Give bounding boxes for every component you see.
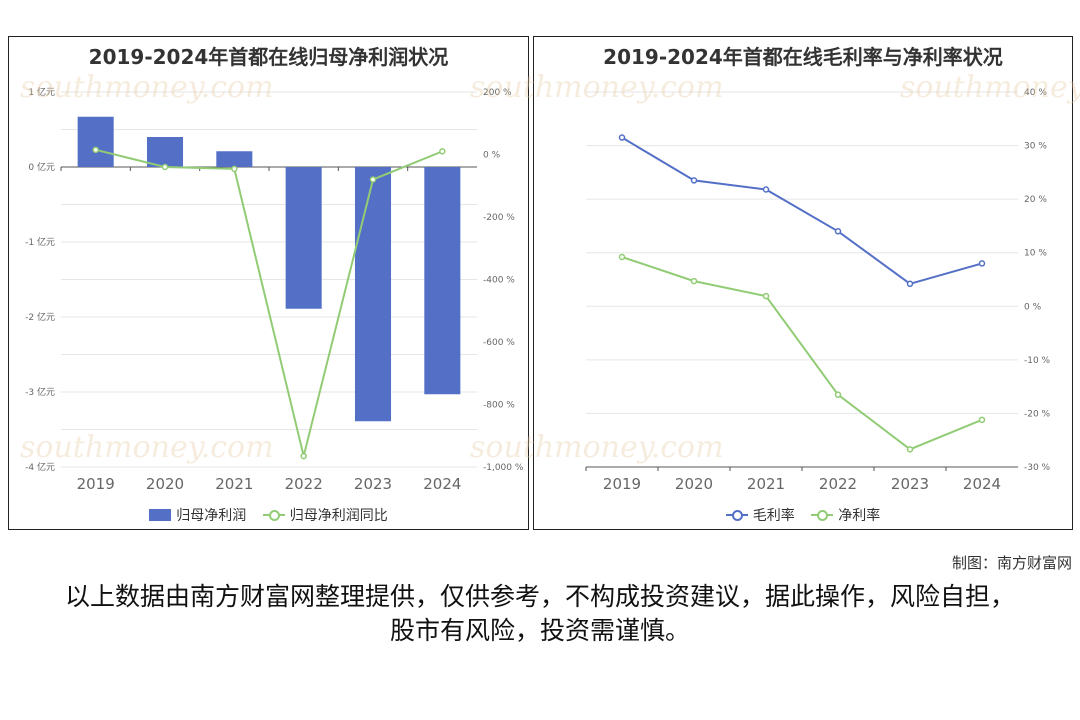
line-net-margin-point	[690, 277, 698, 285]
line-swatch-icon	[262, 509, 285, 521]
margin-chart: 40 % 30 % 20 % 10 % 0 % -10 % -20 % -30 % 2019 20…	[585, 88, 1051, 493]
y-left-tick-label: -3 亿元	[25, 386, 55, 398]
y-right-tick-label: 20 %	[1024, 195, 1047, 205]
chart-credit: 制图：南方财富网	[951, 554, 1072, 572]
legend-label: 净利率	[838, 508, 881, 524]
line-gross-margin-point	[978, 260, 986, 267]
y-right-tick-label: -1,000 %	[483, 463, 524, 473]
bar-swatch-icon	[149, 509, 172, 521]
chart-panel-net-profit: 2019-2024年首都在线归母净利润状况 1 亿元 0 亿元 -1 亿元 -2 亿元…	[8, 36, 529, 530]
point-yoy	[92, 146, 99, 154]
y-right-tick-label: 40 %	[1024, 88, 1047, 98]
x-tick-label: 2019	[77, 475, 115, 493]
chart-legend: 归母净利润 归母净利润同比	[9, 505, 528, 525]
y-left-tick-label: -4 亿元	[25, 461, 55, 473]
line-net-margin	[621, 256, 983, 451]
line-net-margin-point	[762, 292, 770, 300]
line-gross-margin-point	[906, 280, 914, 288]
y-right-tick-label: -10 %	[1024, 356, 1051, 366]
bar-net-profit	[424, 167, 461, 395]
y-left-tick-label: 1 亿元	[28, 86, 55, 98]
legend-item-net-margin[interactable]: 净利率	[811, 505, 880, 525]
y-right-tick-label: -20 %	[1024, 409, 1051, 419]
line-swatch-icon	[725, 509, 748, 521]
x-tick-label: 2020	[675, 475, 713, 493]
line-net-margin-point	[906, 446, 914, 453]
bar-net-profit	[354, 167, 392, 422]
disclaimer-text: 以上数据由南方财富网整理提供，仅供参考，不构成投资建议，据此操作，风险自担，股市…	[64, 582, 1015, 645]
x-tick-label: 2022	[285, 475, 323, 493]
bar-net-profit	[216, 151, 253, 167]
line-gross-margin	[621, 136, 983, 285]
point-yoy	[300, 452, 307, 460]
y-right-tick-label: -200 %	[483, 213, 515, 223]
x-tick-label: 2021	[747, 475, 785, 493]
y-left-tick-label: -2 亿元	[25, 311, 55, 323]
y-right-tick-label: -600 %	[483, 338, 515, 348]
x-tick-label: 2021	[215, 475, 253, 493]
y-right-tick-label: 30 %	[1024, 142, 1047, 152]
y-right-tick-label: -30 %	[1024, 463, 1051, 473]
legend-label: 归母净利润同比	[289, 508, 388, 524]
x-tick-label: 2023	[891, 475, 929, 493]
point-yoy	[161, 163, 169, 171]
legend-item-yoy[interactable]: 归母净利润同比	[262, 505, 388, 525]
x-tick-label: 2024	[963, 475, 1001, 493]
point-yoy	[231, 165, 238, 173]
line-gross-margin-point	[618, 134, 626, 141]
y-left-tick-label: -1 亿元	[25, 236, 55, 248]
line-net-margin-point	[618, 253, 626, 261]
y-right-tick-label: 200 %	[483, 88, 512, 98]
legend-label: 归母净利润	[176, 508, 247, 524]
bar-net-profit	[77, 116, 114, 167]
x-tick-label: 2020	[146, 475, 184, 493]
legend-label: 毛利率	[752, 508, 795, 524]
x-tick-label: 2023	[354, 475, 392, 493]
chart-legend: 毛利率 净利率	[534, 505, 1072, 525]
line-gross-margin-point	[690, 177, 698, 184]
x-tick-label: 2024	[423, 475, 461, 493]
line-net-margin-point	[978, 416, 986, 424]
line-swatch-icon	[811, 509, 834, 521]
y-right-tick-label: 0 %	[483, 151, 501, 161]
y-right-tick-label: 0 %	[1024, 302, 1042, 312]
chart-panel-margins: 2019-2024年首都在线毛利率与净利率状况 40 % 30 % 20 % 10 %…	[533, 36, 1073, 530]
line-gross-margin-point	[834, 228, 842, 235]
net-profit-chart: 1 亿元 0 亿元 -1 亿元 -2 亿元 -3 亿元 -4 亿元 200 % 0 % -200…	[25, 86, 524, 493]
x-tick-label: 2022	[819, 475, 857, 493]
line-net-margin-point	[834, 391, 842, 398]
x-tick-label: 2019	[603, 475, 641, 493]
y-right-tick-label: -400 %	[483, 276, 515, 286]
y-right-tick-label: -800 %	[483, 401, 515, 411]
bar-net-profit	[146, 137, 184, 167]
point-yoy	[369, 176, 377, 183]
chart-title: 2019-2024年首都在线归母净利润状况	[88, 45, 449, 69]
line-yoy	[95, 148, 443, 457]
y-left-tick-label: 0 亿元	[28, 161, 55, 173]
point-yoy	[439, 148, 446, 155]
legend-item-net-profit[interactable]: 归母净利润	[149, 505, 246, 525]
bar-net-profit	[285, 167, 322, 309]
legend-item-gross-margin[interactable]: 毛利率	[725, 505, 795, 525]
line-gross-margin-point	[762, 186, 770, 193]
y-right-tick-label: 10 %	[1024, 249, 1047, 259]
chart-title: 2019-2024年首都在线毛利率与净利率状况	[603, 45, 1003, 69]
